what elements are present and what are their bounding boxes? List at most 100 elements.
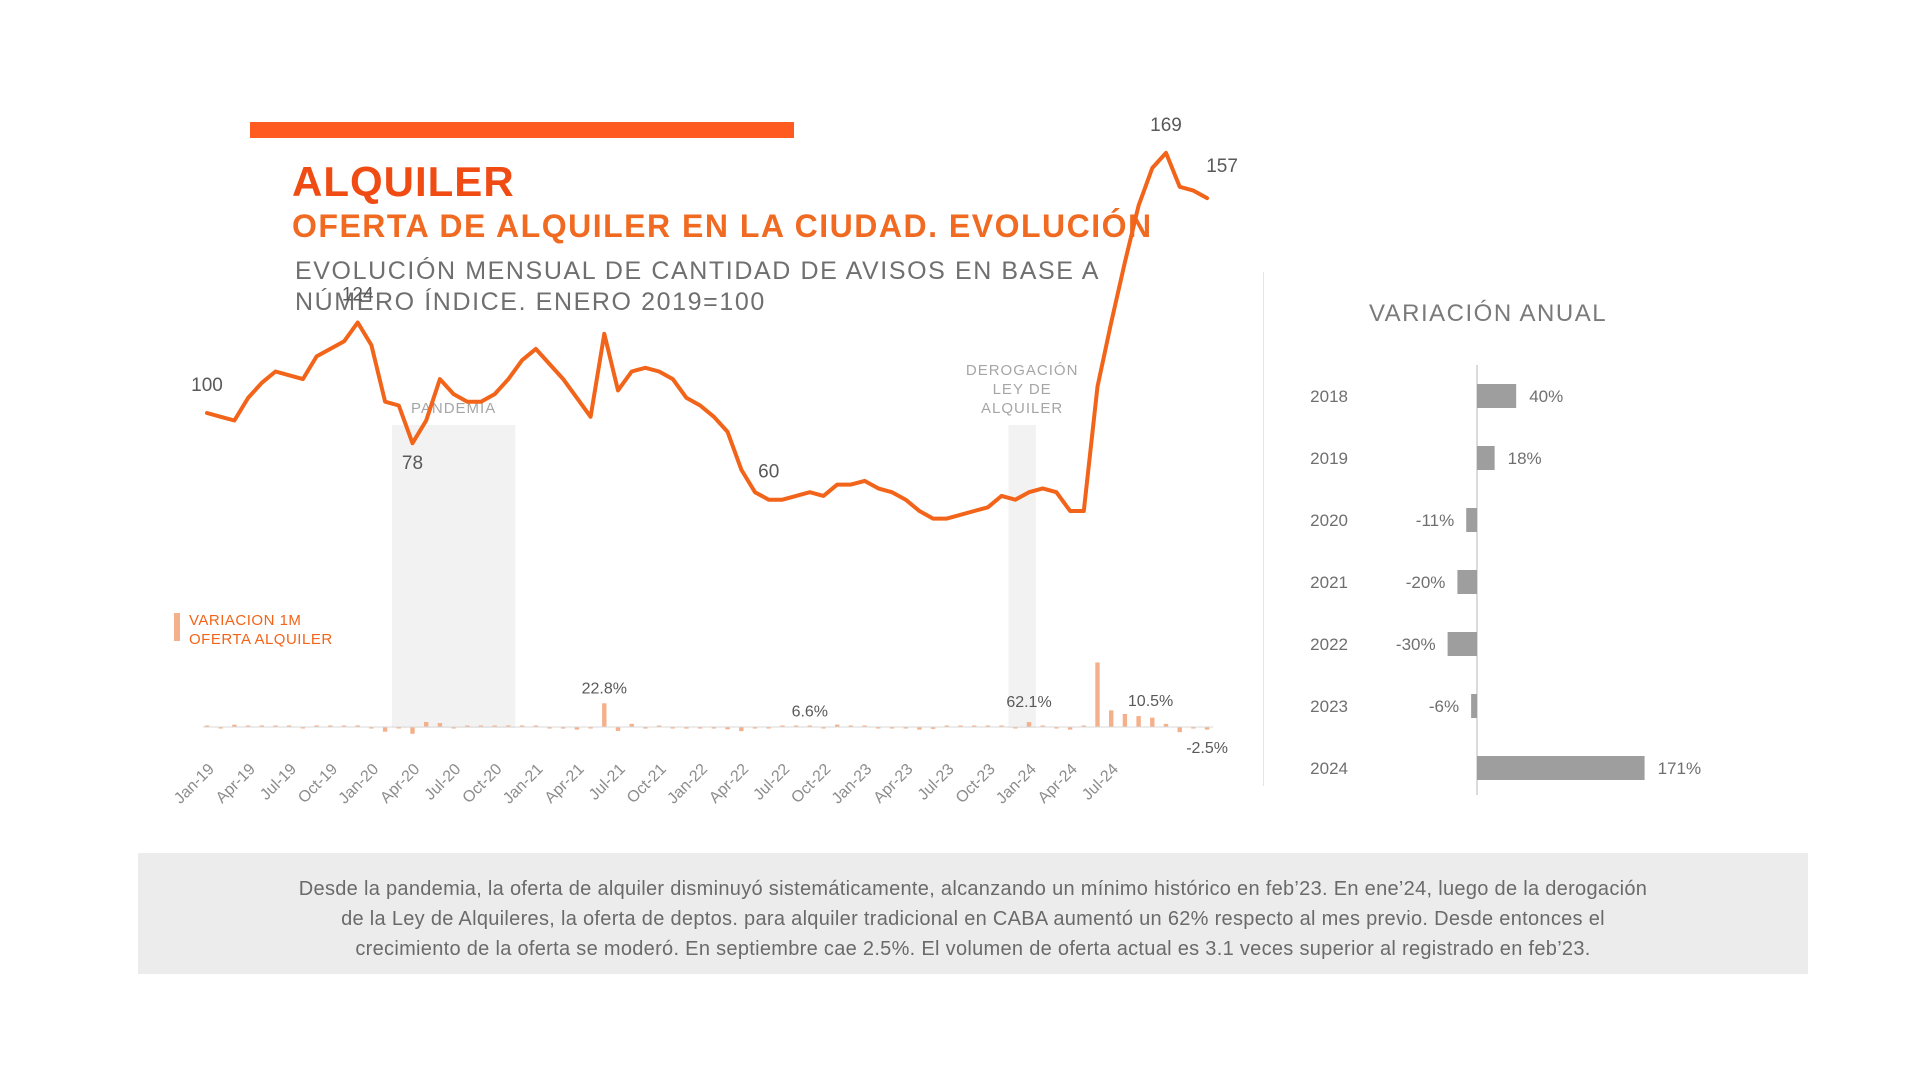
variation-bar	[314, 725, 319, 727]
variation-bar	[684, 727, 689, 729]
variation-bar	[999, 725, 1004, 727]
annual-bar	[1457, 570, 1477, 594]
chart-description: EVOLUCIÓN MENSUAL DE CANTIDAD DE AVISOS …	[295, 256, 1175, 318]
annual-category-label: 2020	[1310, 511, 1348, 530]
variation-bar	[328, 725, 333, 727]
point-label: 62.1%	[1006, 694, 1051, 711]
x-tick-label: Jul-20	[422, 761, 465, 804]
variation-bar	[218, 727, 223, 729]
variation-bar	[739, 727, 744, 732]
variation-bar	[725, 727, 730, 730]
variation-bar	[643, 727, 648, 729]
x-tick-label: Oct-23	[953, 761, 999, 807]
shaded-period	[391, 425, 516, 728]
shaded-period-label: LEY DE	[993, 381, 1052, 398]
summary-line: Desde la pandemia, la oferta de alquiler…	[298, 878, 1648, 900]
point-label: 78	[402, 453, 423, 474]
variation-bar	[259, 725, 264, 727]
x-tick-label: Oct-21	[624, 761, 670, 807]
x-tick-label: Jan-22	[664, 761, 711, 808]
variation-bar	[711, 727, 717, 729]
variation-bar	[1026, 722, 1032, 727]
annual-value-label: -30%	[1396, 635, 1436, 654]
variation-bar	[574, 727, 580, 730]
variation-bar	[478, 725, 484, 727]
description-line: NÚMERO ÍNDICE. ENERO 2019=100	[295, 288, 766, 316]
x-tick-label: Apr-21	[542, 761, 588, 807]
legend-swatch	[174, 613, 180, 641]
annual-category-label: 2023	[1310, 697, 1348, 716]
x-tick-label: Jul-24	[1079, 761, 1122, 804]
variation-bar	[588, 727, 593, 729]
variation-bar	[1095, 662, 1100, 727]
variation-bar	[245, 725, 251, 727]
variation-bar	[876, 727, 881, 729]
variation-bar	[1136, 716, 1141, 727]
index-line	[205, 150, 1210, 521]
annual-value-label: -6%	[1429, 697, 1459, 716]
x-tick-label: Oct-20	[460, 761, 506, 807]
variation-bar	[958, 725, 963, 727]
variation-bar	[1081, 725, 1086, 727]
variation-bar	[752, 727, 758, 729]
annual-bar	[1477, 384, 1517, 408]
variation-bar	[1109, 710, 1114, 727]
variation-bar	[1067, 727, 1073, 730]
accent-bar	[250, 122, 794, 138]
x-tick-label: Jan-23	[829, 761, 876, 808]
variation-bar	[1122, 714, 1128, 727]
x-tick-label: Oct-19	[295, 761, 341, 807]
variation-bar	[232, 724, 237, 727]
page-title: ALQUILER	[292, 158, 515, 205]
x-tick-label: Apr-23	[871, 761, 917, 807]
point-label: 169	[1150, 115, 1182, 136]
variation-bar	[355, 725, 360, 727]
annual-category-label: 2022	[1310, 635, 1348, 654]
x-tick-label: Apr-22	[706, 761, 752, 807]
variation-bar	[396, 727, 401, 729]
annual-bar	[1477, 756, 1645, 780]
variation-bar	[944, 725, 949, 727]
variation-bar	[300, 727, 306, 729]
variation-bar	[793, 725, 799, 727]
variation-bar	[848, 725, 854, 727]
page-subtitle: OFERTA DE ALQUILER EN LA CIUDAD. EVOLUCI…	[292, 208, 1153, 244]
x-tick-label: Jul-19	[257, 761, 300, 804]
variation-bar	[492, 725, 497, 727]
variation-bar	[1054, 727, 1059, 729]
variation-bar	[1013, 727, 1018, 729]
shaded-period-label: DEROGACIÓN	[966, 362, 1079, 379]
variation-bar	[602, 703, 607, 727]
variation-bar	[821, 727, 826, 729]
point-label: 100	[191, 375, 223, 396]
variation-bar	[204, 725, 210, 727]
annual-value-label: -11%	[1416, 511, 1454, 530]
x-tick-label: Jan-24	[993, 761, 1040, 808]
annual-bar	[1471, 694, 1477, 718]
variation-bar	[519, 725, 525, 727]
point-label: 157	[1206, 156, 1238, 177]
summary-line: crecimiento de la oferta se moderó. En s…	[355, 938, 1591, 960]
variation-bar	[629, 723, 634, 727]
variation-bar	[1150, 717, 1155, 727]
annual-value-label: 18%	[1508, 449, 1542, 468]
point-label: -2.5%	[1186, 740, 1228, 757]
variation-bar	[451, 727, 456, 729]
variation-bar	[1204, 727, 1210, 730]
variation-bar	[807, 725, 812, 727]
annual-chart-title: VARIACIÓN ANUAL	[1368, 300, 1608, 327]
point-label: 124	[342, 285, 374, 306]
x-tick-label: Jan-19	[171, 761, 218, 808]
variation-bar	[656, 725, 662, 727]
variation-bar	[835, 724, 840, 727]
summary-box: Desde la pandemia, la oferta de alquiler…	[138, 853, 1808, 974]
point-label: 10.5%	[1128, 693, 1173, 710]
description-line: EVOLUCIÓN MENSUAL DE CANTIDAD DE AVISOS …	[295, 257, 1100, 285]
variation-bar	[382, 727, 388, 732]
variation-bar	[273, 725, 278, 727]
variation-bar	[698, 727, 703, 729]
divider	[1263, 272, 1264, 786]
annual-bar	[1477, 446, 1495, 470]
variation-bar	[506, 725, 511, 727]
